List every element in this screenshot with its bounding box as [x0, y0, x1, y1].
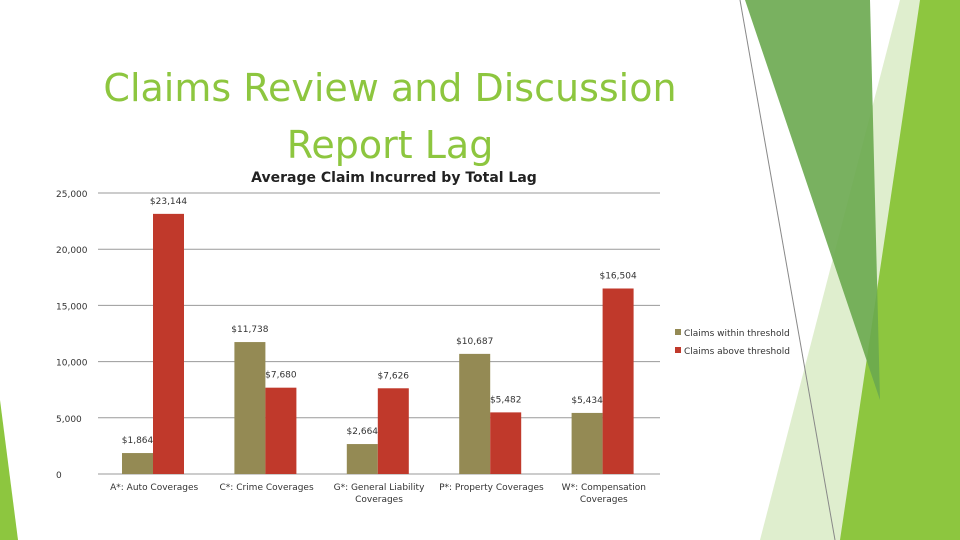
bar-within [122, 453, 153, 474]
bar-above [490, 412, 522, 474]
x-tick-label: A*: Auto Coverages [110, 483, 198, 493]
slide-title-line2: Report Lag [286, 123, 494, 167]
data-label: $10,687 [456, 337, 493, 347]
x-tick-label: Coverages [355, 495, 403, 505]
y-tick-label: 10,000 [56, 359, 88, 369]
bar-within [234, 342, 266, 474]
legend-label: Claims within threshold [684, 329, 790, 339]
y-tick-label: 20,000 [56, 246, 88, 256]
x-tick-label: Coverages [580, 495, 628, 505]
data-label: $16,504 [599, 271, 636, 281]
y-axis-ticks: 0 5,000 10,000 15,000 20,000 25,000 [56, 190, 88, 481]
bar-within [346, 444, 378, 474]
legend: Claims within threshold Claims above thre… [675, 329, 790, 357]
deco-line [739, 0, 836, 540]
slide-title-line1: Claims Review and Discussion [103, 66, 677, 110]
deco-shape-green [840, 0, 960, 540]
data-label: $5,434 [571, 396, 603, 406]
data-label: $23,144 [150, 197, 187, 207]
bar-within [459, 353, 491, 474]
y-tick-label: 15,000 [56, 302, 88, 312]
chart-title: Average Claim Incurred by Total Lag [251, 170, 537, 186]
bars [122, 213, 634, 474]
bar-above [265, 387, 297, 474]
legend-swatch [675, 347, 681, 353]
x-tick-label: G*: General Liability [334, 483, 425, 493]
x-tick-label: C*: Crime Coverages [220, 483, 314, 493]
x-tick-label: P*: Property Coverages [439, 483, 544, 493]
data-label: $1,864 [122, 436, 154, 446]
bar-above [602, 288, 634, 474]
legend-label: Claims above threshold [684, 347, 790, 357]
data-label: $5,482 [490, 395, 522, 405]
y-tick-label: 0 [56, 471, 62, 481]
data-label: $7,626 [378, 371, 410, 381]
x-tick-label: W*: Compensation [562, 483, 646, 493]
slide-title: Claims Review and Discussion Report Lag [100, 60, 680, 174]
deco-shape-dark [745, 0, 880, 400]
bar-within [571, 412, 603, 474]
data-label: $7,680 [265, 371, 297, 381]
data-label: $2,664 [347, 427, 379, 437]
y-tick-label: 5,000 [56, 415, 82, 425]
x-axis-ticks: A*: Auto Coverages C*: Crime Coverages G*:… [110, 483, 646, 505]
data-label: $11,738 [231, 325, 268, 335]
y-tick-label: 25,000 [56, 190, 88, 200]
deco-shape-left [0, 400, 18, 540]
bar-above [377, 388, 409, 474]
bar-above [153, 213, 184, 474]
data-labels: $1,864 $23,144 $11,738 $7,680 $2,664 $7,626 $1… [122, 197, 637, 446]
legend-swatch [675, 329, 681, 335]
